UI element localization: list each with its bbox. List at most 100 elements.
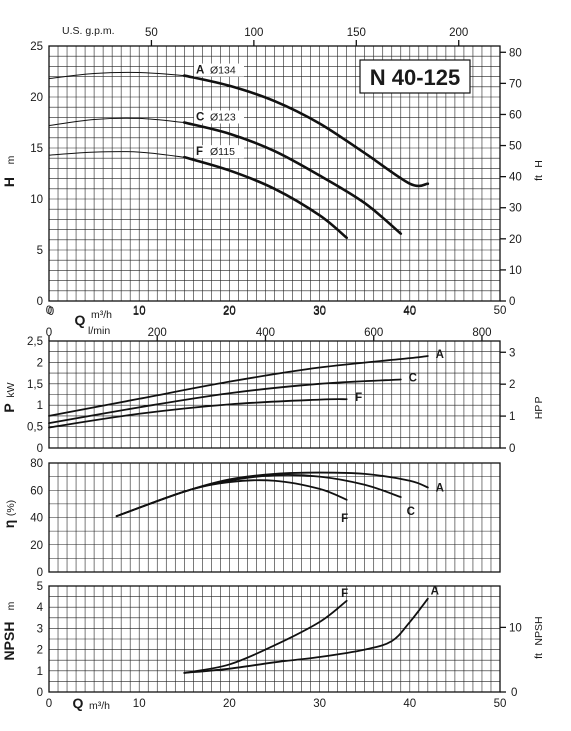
y2-tick-label: 20 [509,234,522,246]
y-tick-label: 0 [37,567,43,579]
y-axis-unit: kW [5,382,17,397]
series-label-c: C [409,373,417,385]
curve-c-head [183,121,403,235]
y-tick-label: 20 [30,540,43,552]
y-tick-label: 1,5 [27,379,43,391]
x-tick-label: 40 [403,698,416,710]
y-axis-title: NPSH [1,622,17,661]
y2-tick-label: 60 [509,109,522,121]
x-tick-label-alt: 0 [48,306,54,318]
x2-tick-label: 200 [148,327,167,339]
y2-tick-label: 1 [509,411,515,423]
curve-f-efficiency [115,479,348,518]
y-tick-label: 10 [30,194,43,206]
x-tick-label: 10 [133,698,146,710]
panel-frame [48,45,501,302]
series-label-f: F [196,146,203,158]
y-axis-title: P [1,403,17,412]
x2-tick-label: 600 [364,327,383,339]
x2-tick-label: 400 [256,327,275,339]
curve-a-efficiency [115,471,429,518]
y2-axis-title: P [533,396,545,403]
grid-layer [48,40,506,693]
series-label-bg [194,63,244,77]
series-label-f: F [341,588,348,600]
curve-c-head-thin [48,117,185,127]
y2-tick-label: 40 [509,172,522,184]
y2-axis-title: H [533,160,545,168]
x-tick-label-alt: 10 [133,306,146,318]
y-tick-label: 0 [37,443,43,455]
y2-tick-label: 0 [509,443,515,455]
x-tick-label: 30 [313,698,326,710]
panel-frame [48,585,501,693]
y2-tick-label: 30 [509,203,522,215]
series-label-a: A [436,349,444,361]
x-tick-label: 40 [403,305,416,317]
curve-a-npsh [183,597,429,674]
curve-a-head [183,74,430,188]
y2-tick-label: 0 [511,687,517,699]
y-tick-label: 3 [37,623,43,635]
curve-f-head-thin [48,151,185,158]
y2-tick-label: 80 [509,47,522,59]
series-diameter-f: Ø115 [210,146,235,158]
curve-f-power [48,398,348,429]
top-tick-label: 200 [449,27,468,39]
curve-c-power [48,378,402,425]
y-tick-label: 25 [30,41,43,53]
y-tick-label: 15 [30,143,43,155]
series-label-bg [194,145,244,159]
x-tick-label: 20 [223,305,236,317]
y2-tick-label: 2 [509,379,515,391]
series-diameter-a: Ø134 [210,65,236,77]
y2-axis-unit: HP [533,405,545,420]
y-tick-label: 0 [37,687,43,699]
series-label-a: A [196,65,204,77]
x-tick-label-alt: 20 [223,306,236,318]
curve-a-head-thin [48,71,185,80]
x-tick-label: 50 [494,305,507,317]
y2-tick-label: 0 [509,296,515,308]
x2-tick-label: 0 [46,327,52,339]
panel-frame [48,462,501,573]
curves-layer [48,71,430,674]
y-tick-label: 0 [37,296,43,308]
y-axis-unit: m [5,155,17,164]
y2-tick-label: 10 [509,622,522,634]
top-tick-label: 150 [347,27,366,39]
x-tick-label: 30 [313,305,326,317]
top-axis-unit: U.S. g.p.m. [62,25,115,37]
y-tick-label: 2 [37,645,43,657]
series-label-c: C [407,506,415,518]
y-tick-label: 4 [37,602,44,614]
curve-f-head [183,155,348,240]
x-tick-label-alt: 40 [403,306,416,318]
x-tick-label-alt: 30 [313,306,326,318]
y2-axis-unit: ft [533,653,545,659]
x-axis-unit: m³/h [89,700,110,712]
x2-tick-label: 800 [472,327,491,339]
x-axis-unit: m³/h [91,309,112,321]
series-diameter-c: Ø123 [210,112,236,124]
y-axis-title: H [1,177,17,187]
curve-c-efficiency [115,474,402,518]
y2-axis-title: NPSH [533,616,545,645]
x-tick-label: 20 [223,698,236,710]
y-tick-label: 2,5 [27,336,43,348]
y-tick-label: 1 [37,400,43,412]
y-tick-label: 60 [30,485,43,497]
x2-axis-unit: l/min [88,325,110,337]
y-tick-label: 2 [37,357,43,369]
top-tick-label: 100 [244,27,263,39]
y2-tick-label: 10 [509,265,522,277]
y-tick-label: 40 [30,513,43,525]
y-tick-label: 1 [37,666,43,678]
series-label-c: C [196,112,204,124]
y2-tick-label: 50 [509,141,522,153]
x-tick-label: 50 [494,698,507,710]
series-label-a: A [431,586,439,598]
panel-frame [48,340,501,449]
y-tick-label: 5 [37,245,43,257]
y-axis-title: η [1,520,17,529]
